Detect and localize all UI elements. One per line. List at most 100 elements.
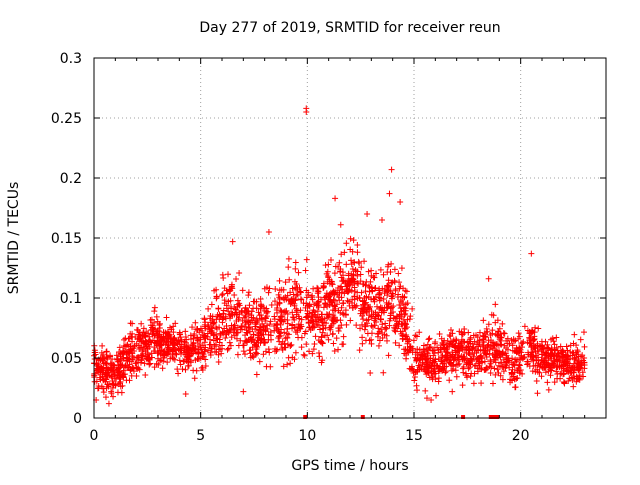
data-point: [548, 353, 555, 360]
data-point: [521, 323, 528, 330]
data-point: [424, 369, 431, 376]
data-point: [476, 329, 483, 336]
data-point: [383, 337, 390, 344]
data-point: [494, 317, 501, 324]
data-point: [396, 279, 403, 286]
data-point: [545, 361, 552, 368]
x-tick-label: 15: [405, 428, 423, 444]
data-point: [343, 240, 350, 247]
data-point: [177, 361, 184, 368]
data-point: [397, 297, 404, 304]
data-point: [182, 328, 189, 335]
data-point: [284, 361, 291, 368]
y-tick-label: 0.2: [60, 171, 82, 187]
data-point: [274, 304, 281, 311]
data-point: [480, 333, 487, 340]
data-point: [293, 281, 300, 288]
data-point: [242, 312, 249, 319]
data-point: [306, 310, 313, 317]
data-point: [550, 357, 557, 364]
data-point: [233, 335, 240, 342]
data-point: [199, 327, 206, 334]
data-point: [224, 346, 231, 353]
data-point: [129, 320, 136, 327]
data-point: [222, 335, 229, 342]
data-point: [467, 373, 474, 380]
data-point: [353, 322, 360, 329]
data-point: [362, 337, 369, 344]
data-point: [105, 400, 112, 407]
data-point: [359, 340, 366, 347]
data-point: [253, 350, 260, 357]
data-point: [158, 357, 165, 364]
x-axis-label: GPS time / hours: [291, 458, 408, 474]
data-point: [514, 374, 521, 381]
data-point: [368, 284, 375, 291]
data-point: [320, 325, 327, 332]
zero-point: [461, 415, 466, 419]
data-point: [449, 341, 456, 348]
data-point: [533, 352, 540, 359]
axis-ticks: [93, 57, 606, 419]
data-point: [218, 350, 225, 357]
data-point: [277, 313, 284, 320]
data-point: [380, 271, 387, 278]
data-point: [111, 371, 117, 378]
data-point: [453, 336, 460, 343]
data-point: [470, 344, 477, 351]
data-point: [238, 323, 245, 330]
x-tick-label: 10: [298, 428, 316, 444]
data-point: [171, 356, 178, 363]
data-point: [385, 301, 392, 308]
data-point: [194, 336, 201, 343]
data-point: [298, 316, 305, 323]
data-point: [213, 293, 220, 300]
data-point: [578, 362, 585, 369]
data-point: [135, 359, 142, 366]
data-point: [352, 268, 359, 275]
data-point: [486, 363, 493, 370]
data-point: [425, 336, 432, 343]
data-point: [349, 266, 356, 273]
data-point: [497, 372, 504, 379]
data-point: [262, 348, 269, 355]
data-point: [374, 333, 381, 340]
data-point: [234, 351, 241, 358]
data-point: [474, 347, 481, 354]
data-point: [499, 376, 506, 383]
data-point: [512, 384, 519, 391]
data-point: [397, 328, 404, 335]
data-point: [474, 365, 481, 372]
data-point: [315, 288, 322, 295]
data-point: [370, 295, 377, 302]
data-point: [217, 346, 224, 353]
data-point: [416, 329, 423, 336]
data-point: [555, 350, 562, 357]
data-point: [213, 324, 220, 331]
data-point: [146, 333, 153, 340]
data-point: [464, 339, 471, 346]
data-point: [276, 300, 283, 307]
data-point: [128, 366, 135, 373]
data-point: [327, 257, 334, 264]
data-point: [332, 305, 339, 312]
data-point: [197, 355, 204, 362]
data-point: [571, 355, 578, 362]
data-point: [332, 195, 339, 202]
data-point: [349, 248, 356, 255]
data-point: [567, 348, 574, 355]
data-point: [258, 303, 265, 310]
data-point: [190, 350, 197, 357]
data-point: [561, 380, 568, 387]
data-point: [215, 305, 222, 312]
data-point: [314, 308, 321, 315]
x-tick-label: 5: [196, 428, 205, 444]
data-point: [524, 358, 531, 365]
data-point: [506, 340, 513, 347]
data-point: [347, 235, 354, 242]
data-point: [511, 338, 518, 345]
data-point: [272, 286, 279, 293]
data-point: [534, 390, 541, 397]
data-point: [338, 322, 345, 329]
